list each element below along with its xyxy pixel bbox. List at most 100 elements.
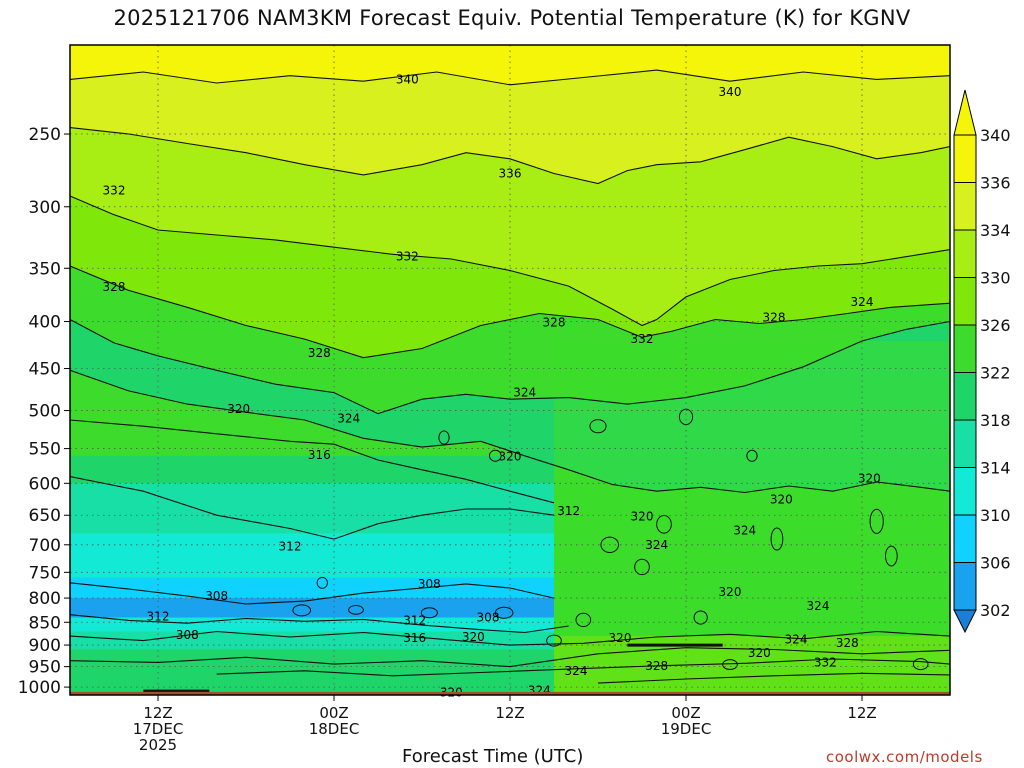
chart-title: 2025121706 NAM3KM Forecast Equiv. Potent…	[113, 6, 911, 30]
contour-pocket	[348, 604, 364, 615]
contour-label: 324	[851, 295, 874, 309]
contour-pocket	[546, 634, 562, 647]
contour-line	[70, 582, 555, 605]
contour-label: 308	[176, 628, 199, 642]
contour-label: 312	[279, 540, 302, 554]
colorbar-tick-label: 334	[980, 221, 1011, 240]
contour-label: 320	[748, 646, 771, 660]
contour-label: 320	[499, 449, 522, 463]
contour-label: 320	[609, 631, 632, 645]
colorbar-tick-label: 322	[980, 364, 1011, 383]
colorbar-tick-label: 318	[980, 411, 1011, 430]
colorbar-band	[953, 277, 977, 326]
contour-label: 324	[645, 538, 668, 552]
field-band	[554, 341, 950, 545]
contour-label: 324	[513, 386, 536, 400]
x-tick-label: 12Z	[847, 704, 876, 722]
contour-label: 328	[763, 311, 786, 325]
x-tick-label: 2025	[139, 736, 177, 754]
y-tick-label: 1000	[18, 678, 61, 698]
colorbar-tick-label: 336	[980, 174, 1011, 193]
colorbar-tick-label: 326	[980, 316, 1011, 335]
contour-label: 324	[807, 599, 830, 613]
contour-label: 324	[733, 523, 756, 537]
contour-label: 332	[814, 655, 837, 669]
contour-label: 320	[858, 472, 881, 486]
contour-label: 308	[205, 589, 228, 603]
contour-pocket	[316, 576, 328, 589]
contour-line	[70, 369, 950, 494]
contour-pocket	[869, 508, 884, 534]
contour-line	[70, 614, 569, 634]
y-tick-label: 300	[29, 198, 61, 218]
contour-label: 320	[719, 585, 742, 599]
field-band	[70, 455, 554, 484]
x-tick-label: 18DEC	[309, 720, 360, 738]
field-band	[554, 636, 950, 695]
contour-pocket	[912, 658, 929, 671]
contour-pocket	[575, 612, 592, 628]
y-tick-label: 900	[29, 636, 61, 656]
y-tick-label: 700	[29, 536, 61, 556]
y-tick-label: 550	[29, 440, 61, 460]
contour-label: 332	[631, 332, 654, 346]
contour-pocket	[693, 610, 708, 625]
contour-label: 328	[103, 280, 126, 294]
x-tick-label: 12Z	[143, 704, 172, 722]
y-tick-label: 950	[29, 658, 61, 678]
y-tick-label: 850	[29, 613, 61, 633]
colorbar-tick-label: 330	[980, 269, 1011, 288]
contour-label: 324	[337, 411, 360, 425]
colorbar-tick-label: 310	[980, 506, 1011, 525]
x-tick-label: 12Z	[495, 704, 524, 722]
contour-pocket	[634, 558, 650, 576]
contour-label: 316	[308, 448, 331, 462]
contour-line	[70, 419, 555, 504]
x-tick-label: 17DEC	[133, 720, 184, 738]
contour-line	[70, 630, 950, 646]
x-tick-label: 19DEC	[661, 720, 712, 738]
colorbar-band	[953, 514, 977, 563]
colorbar-tick-label: 314	[980, 459, 1011, 478]
x-tick-label: 00Z	[671, 704, 700, 722]
field-band	[554, 544, 950, 637]
colorbar-band	[953, 562, 977, 611]
contour-line	[70, 647, 950, 668]
y-tick-label: 250	[29, 125, 61, 145]
colorbar-band	[953, 182, 977, 231]
contour-pocket	[589, 419, 607, 434]
contour-label: 332	[396, 250, 419, 264]
contour-line	[70, 195, 950, 327]
field-band	[70, 577, 554, 599]
contour-line	[216, 658, 950, 677]
contour-label: 308	[418, 577, 441, 591]
contour-pocket	[600, 536, 620, 554]
colorbar-arrow-top	[953, 89, 977, 136]
field-band	[70, 45, 950, 85]
contour-pocket	[292, 604, 312, 617]
contour-line	[70, 127, 950, 185]
colorbar-tick-label: 306	[980, 554, 1011, 573]
y-tick-label: 800	[29, 589, 61, 609]
contour-label: 308	[477, 611, 500, 625]
contour-line	[597, 672, 950, 684]
contour-label: 312	[557, 504, 580, 518]
field-band	[70, 70, 950, 184]
contour-label: 312	[147, 610, 170, 624]
contour-pocket	[884, 545, 898, 567]
source-credit[interactable]: coolwx.com/models	[826, 748, 983, 766]
contour-pocket	[420, 607, 438, 619]
colorbar-band	[953, 134, 977, 183]
contour-label: 340	[396, 72, 419, 86]
contour-label: 328	[308, 346, 331, 360]
y-tick-label: 450	[29, 360, 61, 380]
x-tick-label: 00Z	[319, 704, 348, 722]
contour-label: 320	[631, 509, 654, 523]
contour-label: 328	[836, 636, 859, 650]
y-tick-label: 650	[29, 506, 61, 526]
field-band	[70, 598, 554, 618]
contour-label: 328	[645, 659, 668, 673]
y-tick-label: 400	[29, 313, 61, 333]
colorbar-band	[953, 467, 977, 516]
